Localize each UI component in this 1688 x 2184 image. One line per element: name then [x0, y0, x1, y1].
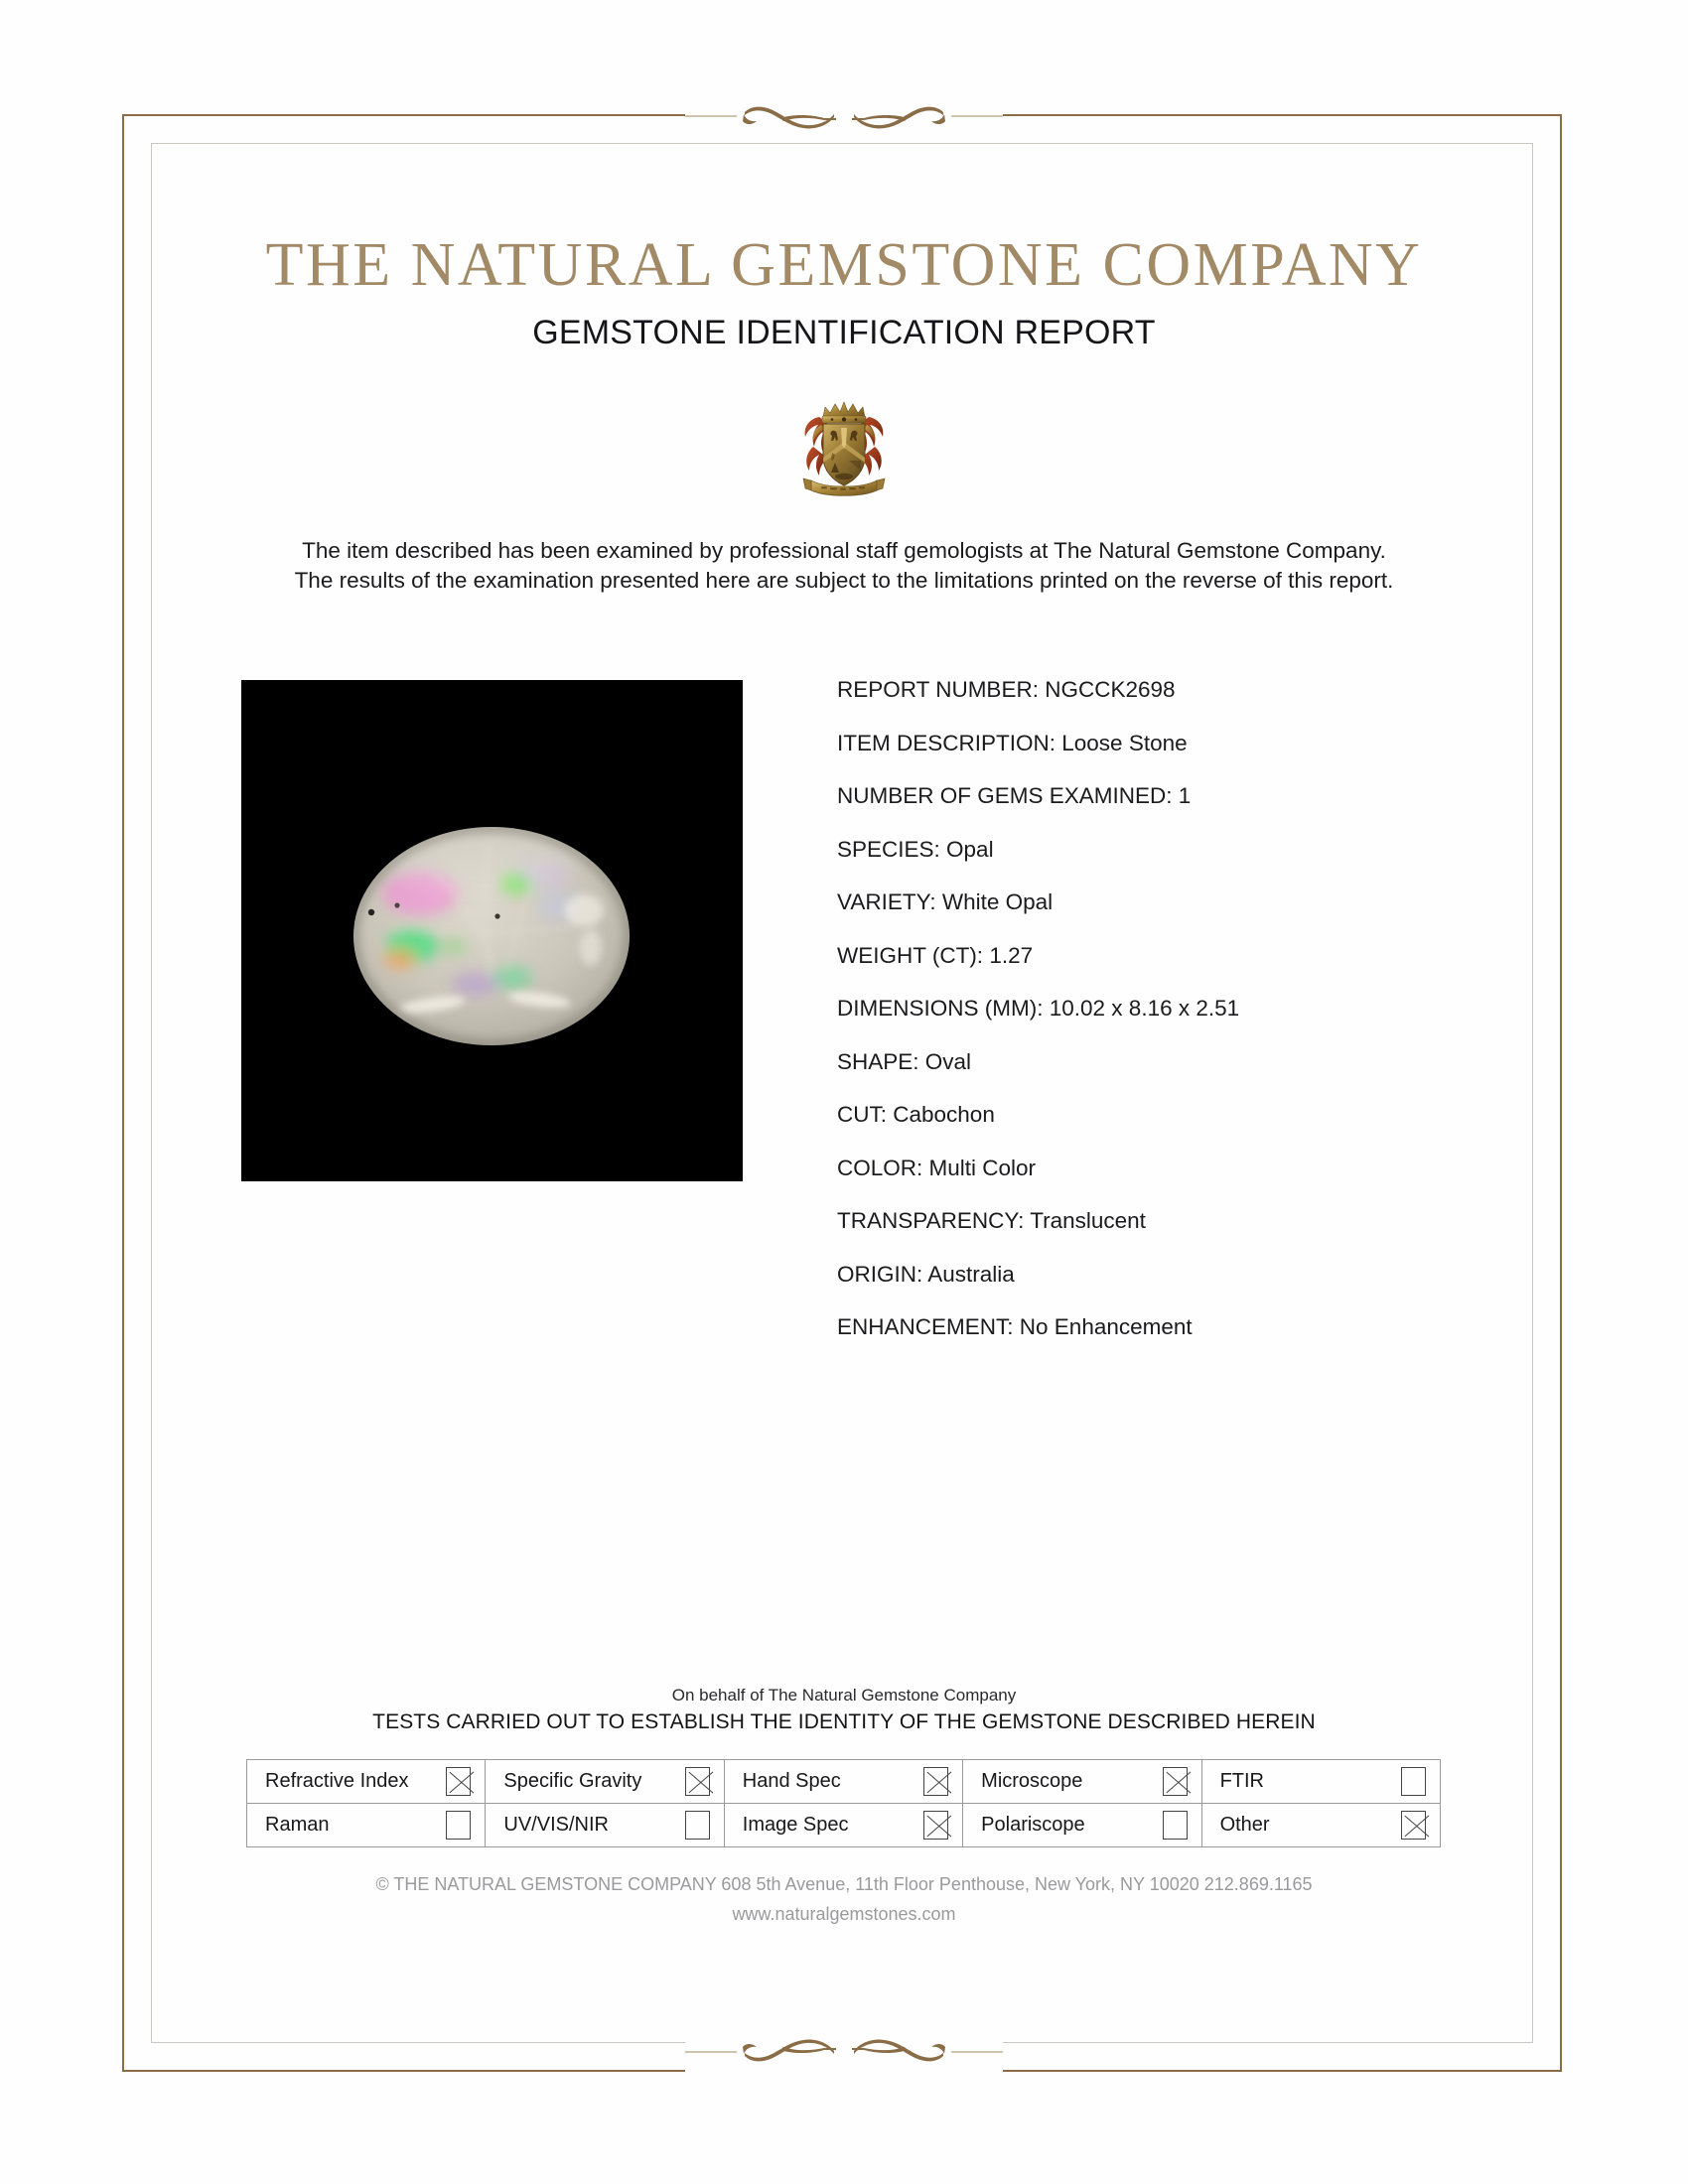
detail-label: ORIGIN:: [837, 1261, 928, 1287]
footer-website[interactable]: www.naturalgemstones.com: [732, 1904, 956, 1924]
detail-row: REPORT NUMBER: NGCCK2698: [837, 677, 1433, 731]
test-label: Image Spec: [742, 1814, 849, 1836]
gem-details-list: REPORT NUMBER: NGCCK2698 ITEM DESCRIPTIO…: [837, 677, 1433, 1368]
detail-row: WEIGHT (CT): 1.27: [837, 943, 1433, 997]
detail-value: 1.27: [989, 942, 1034, 968]
test-checkbox-uv-vis-nir[interactable]: [684, 1811, 710, 1840]
test-checkbox-specific-gravity[interactable]: [684, 1767, 710, 1796]
detail-label: TRANSPARENCY:: [837, 1208, 1031, 1233]
test-cell[interactable]: FTIR: [1200, 1759, 1442, 1804]
tests-heading: TESTS CARRIED OUT TO ESTABLISH THE IDENT…: [372, 1710, 1316, 1733]
detail-label: CUT:: [837, 1102, 894, 1127]
test-label: Hand Spec: [742, 1770, 841, 1792]
tests-table: Refractive Index Specific Gravity Hand S…: [245, 1759, 1442, 1847]
test-label: UV/VIS/NIR: [503, 1814, 609, 1836]
detail-row: DIMENSIONS (MM): 10.02 x 8.16 x 2.51: [837, 996, 1433, 1049]
flourish-ornament-icon: [685, 106, 1003, 129]
test-checkbox-raman[interactable]: [446, 1811, 472, 1840]
table-row: Refractive Index Specific Gravity Hand S…: [245, 1759, 1442, 1804]
test-checkbox-microscope[interactable]: [1162, 1767, 1188, 1796]
detail-row: NUMBER OF GEMS EXAMINED: 1: [837, 783, 1433, 837]
detail-row: TRANSPARENCY: Translucent: [837, 1208, 1433, 1262]
report-subtitle: GEMSTONE IDENTIFICATION REPORT: [532, 314, 1156, 351]
detail-value: Loose Stone: [1061, 730, 1188, 755]
gemstone-photo: [241, 680, 743, 1181]
test-cell[interactable]: Image Spec: [723, 1803, 964, 1847]
intro-line-2: The results of the examination presented…: [294, 568, 1394, 593]
detail-value: Cabochon: [893, 1102, 995, 1127]
detail-row: CUT: Cabochon: [837, 1102, 1433, 1156]
test-cell[interactable]: Hand Spec: [723, 1759, 964, 1804]
heraldic-crest-icon: [791, 395, 897, 498]
test-label: Polariscope: [981, 1814, 1085, 1836]
detail-label: NUMBER OF GEMS EXAMINED:: [837, 783, 1179, 808]
detail-value: 1: [1178, 783, 1192, 808]
test-label: Refractive Index: [265, 1770, 409, 1792]
test-label: Raman: [265, 1814, 330, 1836]
detail-row: ORIGIN: Australia: [837, 1262, 1433, 1315]
test-checkbox-image-spec[interactable]: [923, 1811, 949, 1840]
test-cell[interactable]: Polariscope: [962, 1803, 1202, 1847]
detail-row: SHAPE: Oval: [837, 1049, 1433, 1103]
test-label: FTIR: [1219, 1770, 1264, 1792]
detail-value: Translucent: [1030, 1208, 1146, 1233]
test-label: Other: [1219, 1814, 1270, 1836]
detail-label: REPORT NUMBER:: [837, 677, 1046, 702]
detail-label: SPECIES:: [837, 836, 947, 862]
detail-value: Opal: [946, 836, 994, 862]
detail-row: ITEM DESCRIPTION: Loose Stone: [837, 731, 1433, 784]
on-behalf-of-text: On behalf of The Natural Gemstone Compan…: [671, 1686, 1017, 1705]
footer-address: © THE NATURAL GEMSTONE COMPANY 608 5th A…: [375, 1874, 1313, 1894]
test-cell[interactable]: Other: [1200, 1803, 1442, 1847]
test-checkbox-ftir[interactable]: [1401, 1767, 1426, 1796]
flourish-ornament-icon: [685, 2039, 1003, 2062]
test-checkbox-hand-spec[interactable]: [923, 1767, 949, 1796]
test-cell[interactable]: Specific Gravity: [485, 1759, 725, 1804]
detail-label: SHAPE:: [837, 1048, 925, 1074]
detail-row: ENHANCEMENT: No Enhancement: [837, 1314, 1433, 1368]
detail-value: No Enhancement: [1019, 1314, 1193, 1339]
detail-value: 10.02 x 8.16 x 2.51: [1049, 996, 1240, 1021]
detail-row: COLOR: Multi Color: [837, 1156, 1433, 1209]
intro-paragraph: The item described has been examined by …: [0, 536, 1688, 596]
detail-value: Multi Color: [928, 1155, 1037, 1180]
top-ornament: [685, 94, 1003, 138]
detail-value: White Opal: [941, 889, 1054, 914]
test-cell[interactable]: Raman: [245, 1803, 487, 1847]
test-label: Specific Gravity: [503, 1770, 642, 1792]
detail-value: NGCCK2698: [1045, 677, 1176, 702]
detail-row: VARIETY: White Opal: [837, 889, 1433, 943]
detail-value: Australia: [927, 1261, 1015, 1287]
test-cell[interactable]: Microscope: [962, 1759, 1202, 1804]
test-label: Microscope: [981, 1770, 1083, 1792]
table-row: Raman UV/VIS/NIR Image Spec: [245, 1803, 1442, 1847]
intro-line-1: The item described has been examined by …: [302, 538, 1386, 563]
detail-label: ITEM DESCRIPTION:: [837, 730, 1062, 755]
company-title: THE NATURAL GEMSTONE COMPANY: [265, 231, 1423, 299]
footer: © THE NATURAL GEMSTONE COMPANY 608 5th A…: [0, 1869, 1688, 1929]
detail-label: ENHANCEMENT:: [837, 1314, 1020, 1339]
detail-label: WEIGHT (CT):: [837, 942, 990, 968]
detail-value: Oval: [924, 1048, 972, 1074]
test-checkbox-polariscope[interactable]: [1162, 1811, 1188, 1840]
detail-row: SPECIES: Opal: [837, 837, 1433, 890]
detail-label: DIMENSIONS (MM):: [837, 996, 1050, 1021]
bottom-ornament: [685, 2030, 1003, 2074]
detail-label: VARIETY:: [837, 889, 942, 914]
detail-label: COLOR:: [837, 1155, 929, 1180]
test-cell[interactable]: UV/VIS/NIR: [485, 1803, 725, 1847]
test-checkbox-refractive-index[interactable]: [446, 1767, 472, 1796]
test-cell[interactable]: Refractive Index: [245, 1759, 487, 1804]
test-checkbox-other[interactable]: [1401, 1811, 1426, 1840]
